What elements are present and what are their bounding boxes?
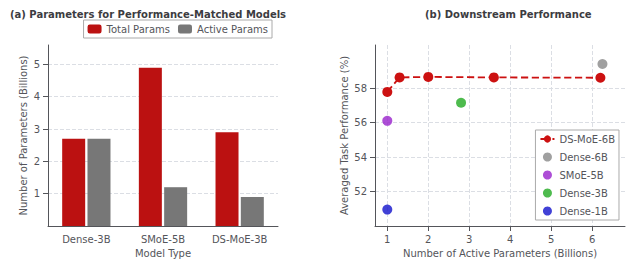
svg-text:1: 1 [34,188,40,199]
svg-text:Averaged Task Performance (%): Averaged Task Performance (%) [339,56,350,215]
svg-text:1: 1 [384,234,390,245]
svg-text:5: 5 [34,59,40,70]
svg-text:Active Params: Active Params [197,24,268,35]
svg-text:4: 4 [34,91,40,102]
svg-text:Model Type: Model Type [135,248,191,259]
svg-text:DS-MoE-3B: DS-MoE-3B [212,234,268,245]
svg-text:Number of Parameters (Billions: Number of Parameters (Billions) [18,55,29,215]
svg-text:3: 3 [34,124,40,135]
svg-text:Number of Active Parameters (B: Number of Active Parameters (Billions) [403,248,597,259]
svg-text:SMoE-5B: SMoE-5B [141,234,185,245]
svg-text:2: 2 [425,234,431,245]
svg-text:Dense-3B: Dense-3B [559,188,608,199]
svg-text:54: 54 [354,152,367,163]
svg-text:56: 56 [354,117,367,128]
svg-text:52: 52 [354,186,367,197]
svg-text:SMoE-5B: SMoE-5B [559,170,603,181]
svg-text:Dense-6B: Dense-6B [559,152,608,163]
svg-text:DS-MoE-6B: DS-MoE-6B [559,134,615,145]
svg-text:(b) Downstream Performance: (b) Downstream Performance [425,9,592,20]
svg-text:Total Params: Total Params [106,24,170,35]
svg-text:3: 3 [466,234,472,245]
svg-text:Dense-1B: Dense-1B [559,206,608,217]
svg-text:2: 2 [34,156,40,167]
svg-text:Dense-3B: Dense-3B [62,234,111,245]
svg-text:4: 4 [507,234,513,245]
svg-text:5: 5 [548,234,554,245]
svg-text:(a) Parameters for Performance: (a) Parameters for Performance-Matched M… [10,9,286,20]
svg-text:6: 6 [589,234,595,245]
svg-text:58: 58 [354,83,367,94]
